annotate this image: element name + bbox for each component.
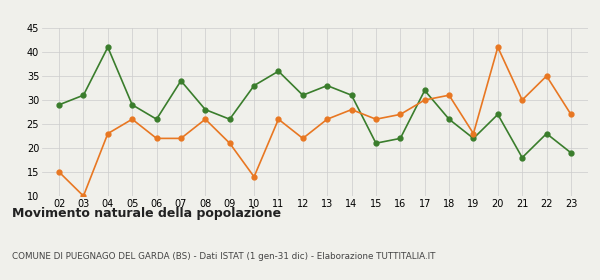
Nascite: [323, 84, 331, 87]
Nascite: [104, 46, 112, 49]
Decessi: [518, 98, 526, 102]
Nascite: [178, 79, 185, 83]
Decessi: [202, 118, 209, 121]
Nascite: [470, 137, 477, 140]
Nascite: [543, 132, 550, 135]
Decessi: [348, 108, 355, 111]
Decessi: [397, 113, 404, 116]
Nascite: [128, 103, 136, 106]
Nascite: [202, 108, 209, 111]
Decessi: [568, 113, 575, 116]
Decessi: [226, 141, 233, 145]
Line: Nascite: Nascite: [56, 45, 574, 160]
Nascite: [494, 113, 502, 116]
Decessi: [55, 170, 62, 174]
Nascite: [153, 118, 160, 121]
Decessi: [299, 137, 307, 140]
Nascite: [421, 89, 428, 92]
Nascite: [226, 118, 233, 121]
Decessi: [470, 132, 477, 135]
Decessi: [178, 137, 185, 140]
Line: Decessi: Decessi: [56, 45, 574, 199]
Nascite: [348, 94, 355, 97]
Decessi: [421, 98, 428, 102]
Nascite: [299, 94, 307, 97]
Nascite: [250, 84, 257, 87]
Decessi: [445, 94, 452, 97]
Nascite: [568, 151, 575, 155]
Decessi: [494, 46, 502, 49]
Decessi: [80, 194, 87, 198]
Decessi: [373, 118, 380, 121]
Nascite: [55, 103, 62, 106]
Nascite: [445, 118, 452, 121]
Nascite: [518, 156, 526, 159]
Text: COMUNE DI PUEGNAGO DEL GARDA (BS) - Dati ISTAT (1 gen-31 dic) - Elaborazione TUT: COMUNE DI PUEGNAGO DEL GARDA (BS) - Dati…: [12, 252, 436, 261]
Nascite: [80, 94, 87, 97]
Decessi: [153, 137, 160, 140]
Nascite: [373, 141, 380, 145]
Decessi: [543, 74, 550, 78]
Nascite: [397, 137, 404, 140]
Decessi: [275, 118, 282, 121]
Decessi: [323, 118, 331, 121]
Decessi: [104, 132, 112, 135]
Text: Movimento naturale della popolazione: Movimento naturale della popolazione: [12, 207, 281, 220]
Nascite: [275, 69, 282, 73]
Decessi: [128, 118, 136, 121]
Decessi: [250, 175, 257, 178]
